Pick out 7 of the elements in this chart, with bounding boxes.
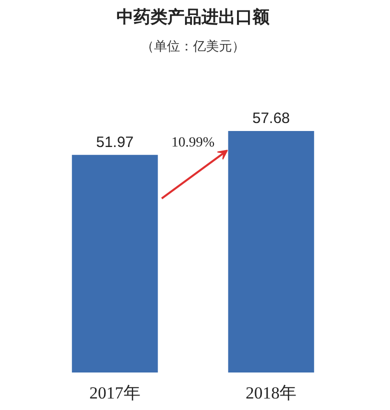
x-tick-label: 2018年 xyxy=(246,384,297,402)
chart-title: 中药类产品进出口额 xyxy=(116,8,270,26)
data-label: 57.68 xyxy=(252,110,290,127)
x-tick-label: 2017年 xyxy=(89,384,140,402)
data-label: 51.97 xyxy=(96,134,134,151)
annotation: 10.99% xyxy=(171,136,215,151)
chart-subtitle: （单位：亿美元） xyxy=(141,38,245,54)
